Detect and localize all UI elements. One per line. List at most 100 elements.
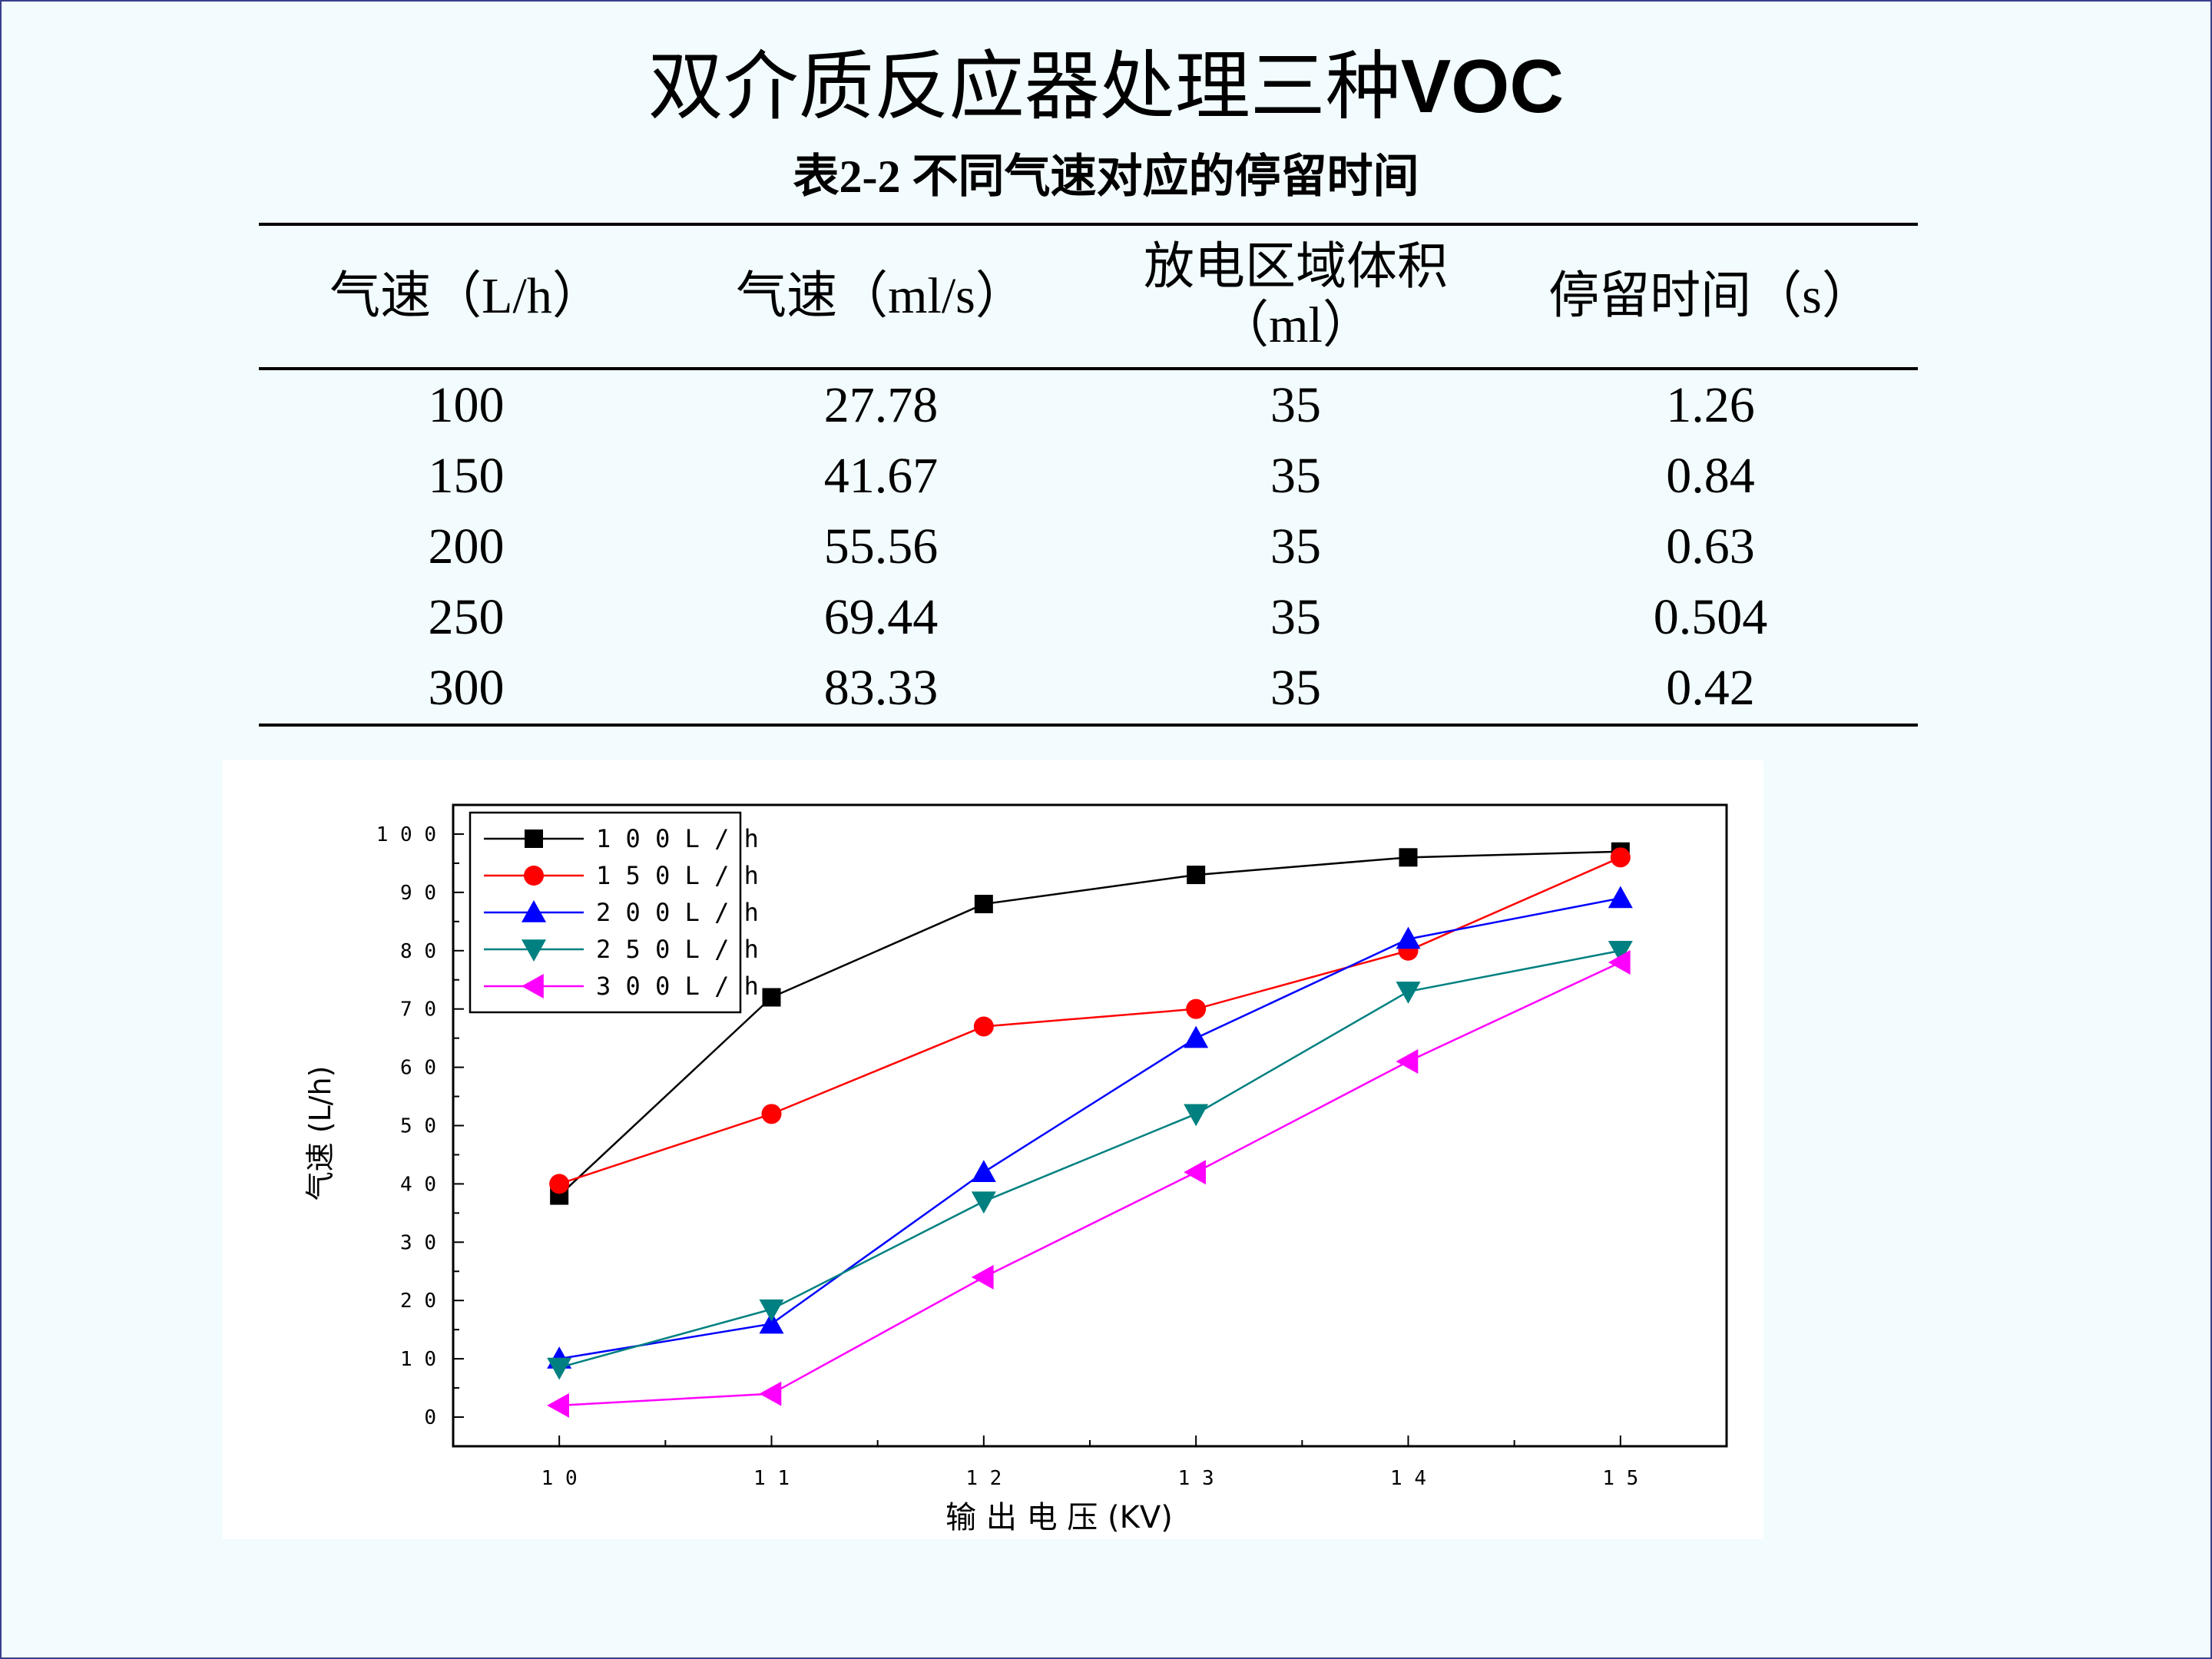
data-point xyxy=(971,1264,994,1290)
data-point xyxy=(547,1357,572,1380)
legend-label: 2 5 0 L / h xyxy=(596,935,759,964)
table-cell: 35 xyxy=(1270,589,1321,645)
series-4 xyxy=(547,949,1631,1418)
table-row: 300 83.33 35 0.42 xyxy=(259,653,1918,727)
table-cell: 200 xyxy=(428,518,505,575)
data-point xyxy=(1184,1160,1206,1185)
data-point xyxy=(1610,847,1631,868)
data-point xyxy=(1396,1049,1419,1074)
table-row: 200 55.56 35 0.63 xyxy=(259,512,1918,582)
data-point xyxy=(549,1174,570,1194)
table-cell: 83.33 xyxy=(674,653,1088,727)
legend-marker xyxy=(522,939,546,962)
table-cell: 250 xyxy=(428,589,505,645)
data-point xyxy=(759,1381,782,1406)
data-point xyxy=(1608,886,1633,909)
series-3 xyxy=(547,940,1633,1380)
table-cell: 1.26 xyxy=(1666,377,1755,433)
y-tick-label: 4 0 xyxy=(400,1173,436,1196)
table-cell: 100 xyxy=(428,377,505,433)
legend: 1 0 0 L / h 1 5 0 L / h 2 0 0 L / h 2 5 0 L… xyxy=(469,811,759,1014)
y-tick-label: 1 0 0 xyxy=(376,823,436,846)
data-point xyxy=(973,1016,994,1037)
data-point xyxy=(547,1392,569,1418)
table-header-row: 气速（L/h） 气速（ml/s） 放电区域体积（ml） 停留时间（s） xyxy=(259,223,1918,370)
table-row: 250 69.44 35 0.504 xyxy=(259,582,1918,653)
data-point xyxy=(1396,926,1421,949)
y-tick-label: 7 0 xyxy=(400,998,436,1022)
legend-marker xyxy=(524,866,544,886)
data-point xyxy=(974,895,993,914)
chart-panel: 0 1 0 2 0 3 0 4 0 5 0 6 0 7 0 8 0 9 0 1 0 0 1 0 1 1 1… xyxy=(223,760,1763,1539)
slide-title: 双介质反应器处理三种VOC xyxy=(0,40,2212,133)
table-cell: 0.504 xyxy=(1653,589,1768,645)
x-tick-label: 1 4 xyxy=(1390,1467,1426,1490)
residence-time-table: 气速（L/h） 气速（ml/s） 放电区域体积（ml） 停留时间（s） 100 … xyxy=(259,223,1918,727)
y-tick-label: 6 0 xyxy=(400,1057,436,1080)
header-flow-lh: 气速（L/h） xyxy=(259,223,674,370)
table-cell: 0.42 xyxy=(1503,653,1918,727)
x-tick-label: 1 5 xyxy=(1602,1467,1638,1490)
data-point xyxy=(1184,1025,1209,1048)
data-point xyxy=(971,1160,996,1183)
table-cell: 35 xyxy=(1270,448,1321,504)
legend-marker xyxy=(522,900,546,922)
table-cell: 41.67 xyxy=(823,448,939,504)
table-cell: 300 xyxy=(259,653,674,727)
y-tick-label: 8 0 xyxy=(400,940,436,963)
table-cell: 69.44 xyxy=(823,589,939,645)
legend-label: 3 0 0 L / h xyxy=(596,972,759,1001)
table-cell: 150 xyxy=(428,448,505,504)
x-tick-label: 1 3 xyxy=(1178,1467,1214,1490)
table-caption: 表2-2 不同气速对应的停留时间 xyxy=(793,151,1419,202)
data-point xyxy=(759,1311,784,1334)
data-point xyxy=(1184,1104,1209,1127)
data-point xyxy=(971,1191,996,1214)
y-tick-label: 2 0 xyxy=(400,1290,436,1313)
table-cell: 0.84 xyxy=(1666,448,1755,504)
header-discharge-volume: 放电区域体积（ml） xyxy=(1088,223,1503,370)
y-tick-label: 1 0 xyxy=(400,1348,436,1371)
x-tick-label: 1 1 xyxy=(753,1467,790,1490)
table-row: 100 27.78 35 1.26 xyxy=(259,369,1918,441)
legend-marker xyxy=(522,974,544,998)
legend-marker xyxy=(525,830,543,848)
data-point xyxy=(1608,940,1633,963)
table-cell: 55.56 xyxy=(823,518,939,575)
table-row: 150 41.67 35 0.84 xyxy=(259,441,1918,512)
data-point xyxy=(761,1104,782,1124)
legend-label: 2 0 0 L / h xyxy=(596,898,759,927)
table-cell: 27.78 xyxy=(823,377,939,433)
series-line xyxy=(558,897,1621,1360)
title-voc: VOC xyxy=(1400,44,1565,128)
series-line xyxy=(558,850,1621,1197)
data-point xyxy=(1608,949,1631,975)
data-point xyxy=(759,1299,784,1322)
table-cell: 35 xyxy=(1270,518,1321,575)
x-axis-label: 输 出 电 压 (KV) xyxy=(945,1500,1173,1535)
x-tick-label: 1 2 xyxy=(965,1467,1002,1490)
data-point xyxy=(762,988,781,1007)
table-cell: 35 xyxy=(1270,377,1321,433)
data-point xyxy=(1399,848,1418,867)
table-cell: 0.63 xyxy=(1666,518,1755,575)
y-axis-label: 气速 (L/h) xyxy=(303,1066,337,1201)
legend-label: 1 0 0 L / h xyxy=(596,824,759,853)
data-point xyxy=(1186,998,1207,1019)
data-point xyxy=(1396,982,1421,1004)
line-chart: 0 1 0 2 0 3 0 4 0 5 0 6 0 7 0 8 0 9 0 1 0 0 1 0 1 1 1… xyxy=(303,803,1728,1535)
header-residence-time: 停留时间（s） xyxy=(1503,223,1918,370)
title-chinese: 双介质反应器处理三种 xyxy=(647,43,1401,131)
series-line xyxy=(558,856,1621,1185)
y-tick-label: 3 0 xyxy=(400,1231,436,1254)
legend-label: 1 5 0 L / h xyxy=(596,861,759,890)
x-tick-label: 1 0 xyxy=(541,1467,578,1490)
y-tick-label: 0 xyxy=(424,1406,436,1429)
y-tick-label: 5 0 xyxy=(400,1115,436,1138)
series-line xyxy=(558,949,1621,1369)
header-flow-mls: 气速（ml/s） xyxy=(674,223,1088,370)
data-point xyxy=(1187,866,1206,885)
table-cell: 35 xyxy=(1088,653,1503,727)
series-line xyxy=(559,961,1621,1407)
